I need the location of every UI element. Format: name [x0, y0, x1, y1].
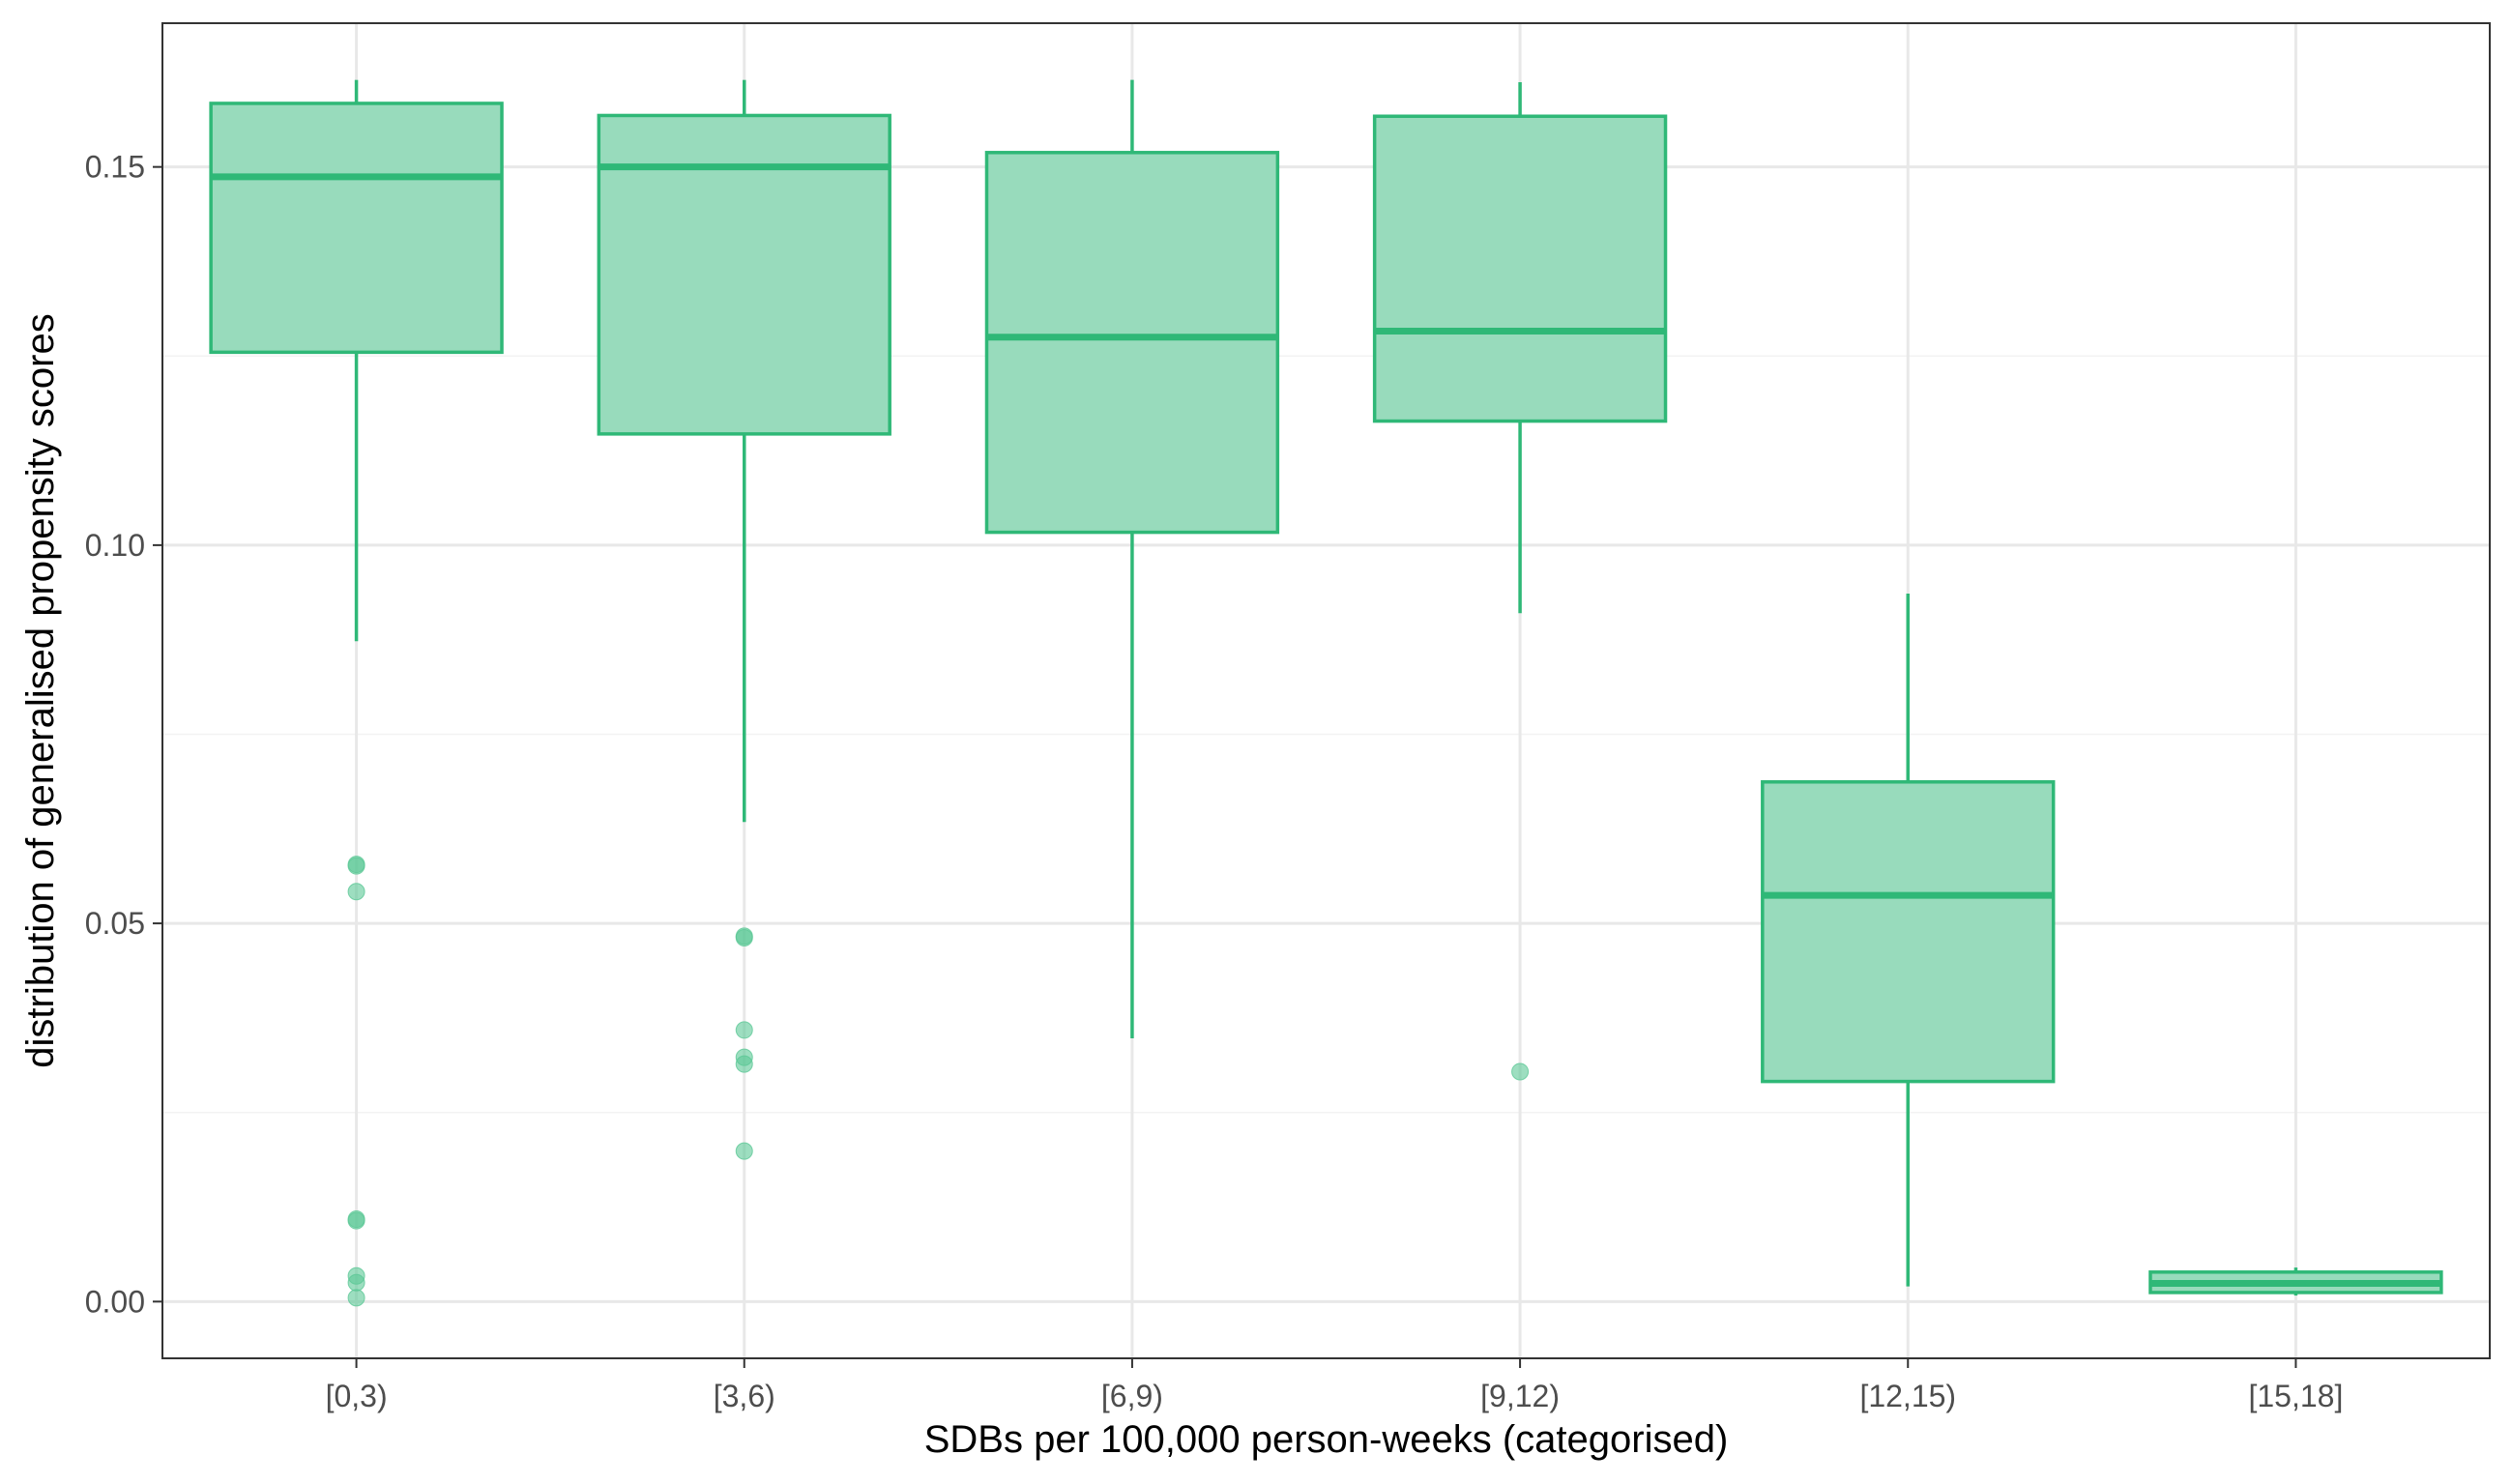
box-iqr: [1372, 114, 1668, 423]
box-iqr: [209, 102, 504, 355]
box-1: [209, 79, 504, 1307]
outlier-point: [347, 1211, 365, 1230]
x-tick-label: [12,15): [1859, 1379, 1956, 1413]
outlier-point: [735, 1142, 753, 1160]
x-tick-label: [15,18]: [2248, 1379, 2343, 1413]
outlier-point: [347, 1289, 365, 1307]
y-tick-label: 0.00: [85, 1284, 145, 1319]
x-tick-label: [9,12): [1480, 1379, 1560, 1413]
box-iqr: [984, 151, 1280, 535]
outlier-point: [735, 928, 753, 946]
x-tick-label: [0,3): [326, 1379, 388, 1413]
box-iqr: [597, 113, 891, 436]
box-iqr: [1761, 780, 2056, 1084]
outlier-point: [347, 1273, 365, 1292]
box-2: [597, 79, 891, 1160]
x-tick-label: [6,9): [1101, 1379, 1163, 1413]
box-5: [1761, 593, 2056, 1287]
outlier-point: [347, 883, 365, 901]
grid-lines: [162, 23, 2490, 1358]
outlier-point: [735, 1055, 753, 1073]
y-tick-label: 0.05: [85, 906, 145, 941]
y-tick-label: 0.15: [85, 150, 145, 185]
boxplot-series: [209, 79, 2443, 1307]
outlier-point: [735, 1021, 753, 1039]
box-3: [984, 79, 1280, 1039]
panel-border: [161, 22, 2491, 1359]
y-axis-title: distribution of generalised propensity s…: [19, 313, 62, 1067]
box-4: [1372, 82, 1668, 1081]
x-axis-title: SDBs per 100,000 person-weeks (categoris…: [924, 1418, 1729, 1461]
box-6: [2148, 1267, 2443, 1296]
axes: 0.00 0.05 0.10 0.15 [0,3) [3,6) [6,9) [9,12) [12…: [85, 150, 2344, 1413]
x-tick-label: [3,6): [714, 1379, 775, 1413]
outlier-point: [347, 856, 365, 874]
outlier-point: [1511, 1062, 1530, 1081]
y-tick-label: 0.10: [85, 528, 145, 563]
